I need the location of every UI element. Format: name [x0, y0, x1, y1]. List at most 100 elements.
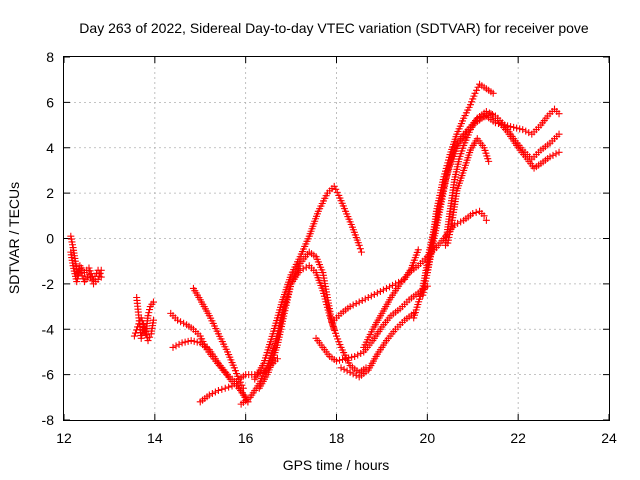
data-marker: [349, 370, 357, 378]
data-marker: [348, 353, 356, 361]
chart-title: Day 263 of 2022, Sidereal Day-to-day VTE…: [79, 20, 589, 36]
data-point: [510, 123, 518, 131]
data-marker: [476, 114, 484, 121]
data-marker: [513, 124, 521, 132]
data-point: [546, 153, 554, 161]
data-point: [187, 337, 195, 345]
data-point: [273, 355, 281, 363]
data-point: [355, 298, 363, 306]
data-marker: [190, 337, 198, 345]
data-marker: [238, 381, 246, 389]
data-marker: [370, 290, 378, 298]
series-track-9: [237, 248, 370, 408]
data-point: [485, 157, 493, 165]
series-track-4: [130, 314, 157, 345]
data-marker: [552, 150, 560, 158]
data-point: [337, 364, 345, 372]
x-tick-label: 18: [329, 430, 345, 446]
data-marker: [498, 120, 506, 128]
data-marker: [177, 318, 185, 326]
data-point: [355, 241, 363, 249]
data-marker: [208, 390, 216, 398]
data-marker: [146, 333, 154, 341]
data-point: [144, 337, 152, 345]
plot-frame: [63, 56, 610, 421]
data-point: [346, 303, 354, 311]
data-marker: [96, 269, 104, 277]
data-point: [489, 89, 497, 97]
series-track-2: [67, 248, 105, 288]
data-point: [134, 323, 142, 331]
data-marker: [354, 351, 362, 359]
data-point: [469, 210, 477, 218]
data-marker: [361, 295, 369, 303]
data-marker: [454, 219, 462, 227]
series-track-10: [251, 182, 365, 383]
data-marker: [457, 218, 465, 226]
y-tick-label: -2: [42, 276, 55, 292]
y-tick-label: 0: [46, 231, 54, 247]
data-marker: [88, 277, 96, 285]
data-point: [473, 114, 481, 122]
data-marker: [358, 297, 366, 305]
data-point: [555, 110, 563, 118]
data-marker: [218, 385, 226, 393]
data-point: [364, 293, 372, 301]
data-point: [205, 391, 213, 399]
data-marker: [211, 388, 219, 396]
data-point: [382, 284, 390, 292]
data-marker: [516, 125, 524, 133]
data-marker: [525, 129, 533, 137]
x-tick-label: 12: [56, 430, 72, 446]
data-point: [482, 216, 490, 224]
data-marker: [473, 86, 481, 94]
x-tick-label: 16: [238, 430, 254, 446]
data-marker: [339, 356, 347, 363]
data-point: [351, 352, 359, 360]
data-point: [144, 312, 152, 320]
series-track-3: [133, 293, 157, 342]
data-marker: [131, 329, 139, 337]
data-marker: [181, 338, 189, 346]
series-track-11: [255, 262, 338, 392]
data-marker: [352, 300, 360, 308]
series-track-13: [337, 309, 418, 381]
data-marker: [299, 265, 307, 273]
data-marker: [332, 185, 340, 193]
data-marker: [225, 383, 233, 391]
data-marker: [485, 109, 493, 117]
data-marker: [180, 319, 188, 327]
data-point: [491, 119, 499, 127]
data-point: [555, 130, 563, 138]
data-marker: [385, 283, 393, 291]
data-marker: [474, 83, 482, 91]
x-tick-label: 24: [601, 430, 617, 446]
data-marker: [193, 338, 201, 346]
data-marker: [184, 337, 192, 345]
series-track-1: [67, 232, 105, 283]
y-tick-label: -6: [42, 367, 55, 383]
data-marker: [379, 286, 387, 294]
data-point: [214, 387, 222, 395]
data-marker: [343, 367, 351, 375]
data-marker: [389, 281, 397, 289]
y-axis-title: SDTVAR / TECUs: [6, 182, 22, 294]
y-tick-label: -8: [42, 412, 55, 428]
data-marker: [333, 188, 341, 196]
data-point: [174, 316, 182, 324]
data-point: [333, 357, 340, 365]
data-point: [519, 126, 527, 134]
data-point: [471, 89, 479, 97]
series-track-14: [328, 246, 422, 326]
data-point: [330, 325, 338, 333]
data-marks: [67, 80, 563, 408]
data-marker: [302, 263, 310, 271]
series-track-18: [410, 107, 563, 322]
data-point: [501, 121, 509, 129]
series-track-7: [189, 284, 247, 392]
series-track-15: [360, 207, 490, 351]
x-tick-label: 14: [147, 430, 163, 446]
data-marker: [86, 274, 94, 282]
